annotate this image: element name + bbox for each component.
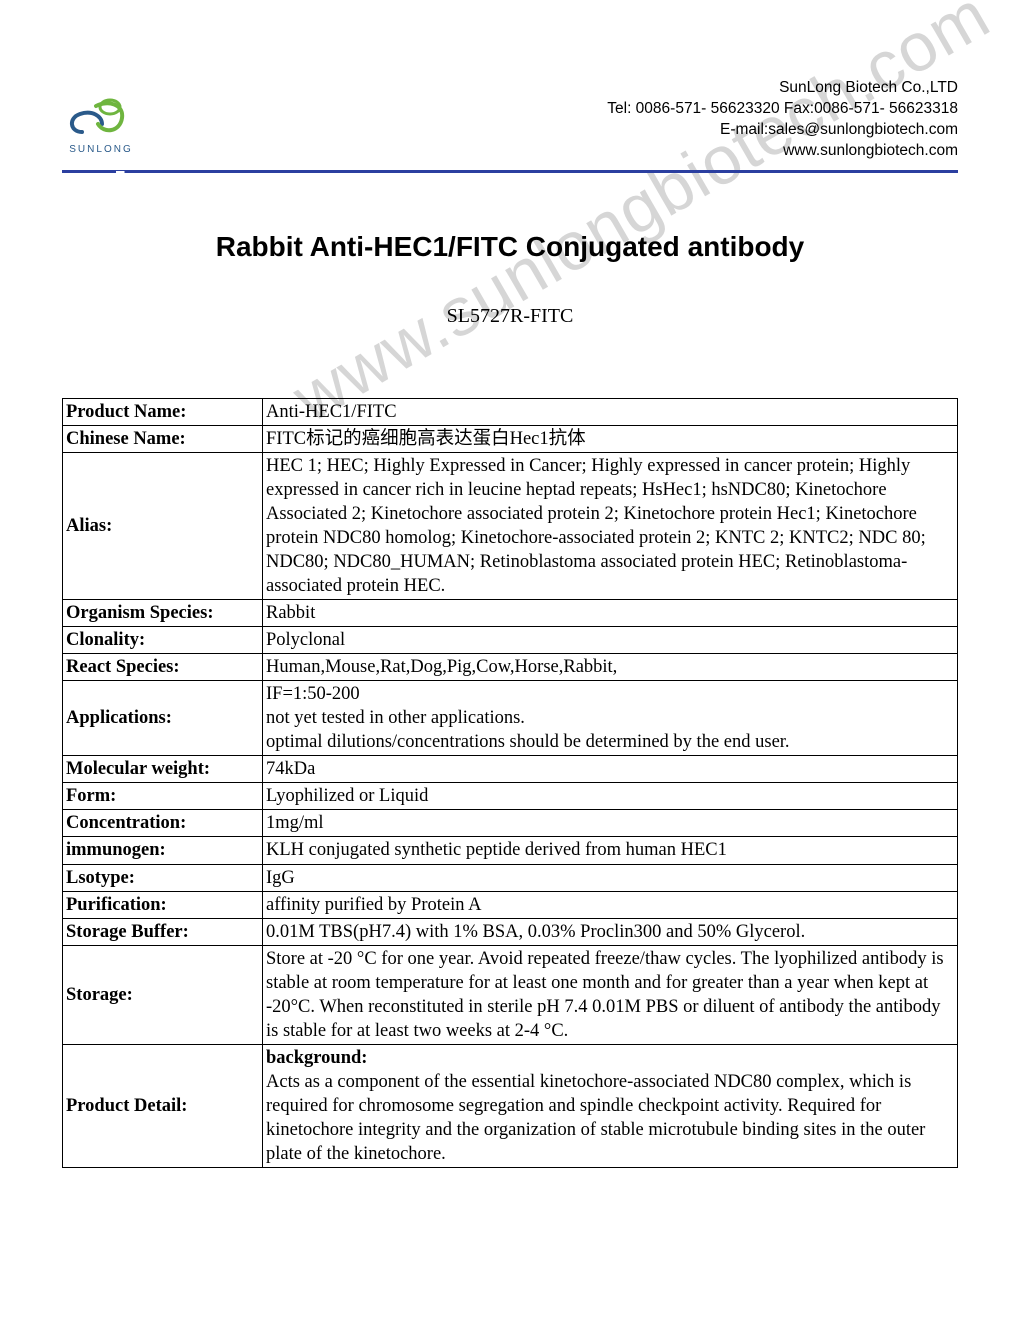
spec-label: Storage: — [63, 945, 263, 1044]
spec-value: background:Acts as a component of the es… — [263, 1044, 958, 1167]
table-row: immunogen:KLH conjugated synthetic pepti… — [63, 837, 958, 864]
header-divider — [62, 170, 958, 173]
table-row: Lsotype:IgG — [63, 864, 958, 891]
table-row: Product Detail:background:Acts as a comp… — [63, 1044, 958, 1167]
table-row: Product Name:Anti-HEC1/FITC — [63, 398, 958, 425]
page-title: Rabbit Anti-HEC1/FITC Conjugated antibod… — [62, 231, 958, 263]
spec-label: Chinese Name: — [63, 425, 263, 452]
spec-value: Store at -20 °C for one year. Avoid repe… — [263, 945, 958, 1044]
spec-label: Storage Buffer: — [63, 918, 263, 945]
spec-value: Anti-HEC1/FITC — [263, 398, 958, 425]
sunlong-logo-icon — [62, 94, 140, 142]
spec-value: Lyophilized or Liquid — [263, 783, 958, 810]
company-web: www.sunlongbiotech.com — [607, 141, 958, 162]
spec-label: Lsotype: — [63, 864, 263, 891]
spec-value: FITC标记的癌细胞高表达蛋白Hec1抗体 — [263, 425, 958, 452]
page-header: SUNLONG SunLong Biotech Co.,LTD Tel: 008… — [62, 70, 958, 162]
spec-label: Molecular weight: — [63, 756, 263, 783]
table-row: Storage:Store at -20 °C for one year. Av… — [63, 945, 958, 1044]
spec-label: Clonality: — [63, 627, 263, 654]
company-email: E-mail:sales@sunlongbiotech.com — [607, 120, 958, 141]
spec-label: Form: — [63, 783, 263, 810]
spec-label: React Species: — [63, 654, 263, 681]
spec-value: 0.01M TBS(pH7.4) with 1% BSA, 0.03% Proc… — [263, 918, 958, 945]
spec-value: IgG — [263, 864, 958, 891]
logo-label: SUNLONG — [69, 144, 132, 155]
spec-value: HEC 1; HEC; Highly Expressed in Cancer; … — [263, 452, 958, 599]
table-row: Purification:affinity purified by Protei… — [63, 891, 958, 918]
spec-label: Purification: — [63, 891, 263, 918]
company-tel: Tel: 0086-571- 56623320 Fax:0086-571- 56… — [607, 99, 958, 120]
company-logo: SUNLONG — [62, 94, 140, 155]
spec-label: Concentration: — [63, 810, 263, 837]
spec-value: 74kDa — [263, 756, 958, 783]
product-code: SL5727R-FITC — [62, 305, 958, 328]
spec-label: immunogen: — [63, 837, 263, 864]
table-row: Alias:HEC 1; HEC; Highly Expressed in Ca… — [63, 452, 958, 599]
table-row: Concentration:1mg/ml — [63, 810, 958, 837]
spec-value: affinity purified by Protein A — [263, 891, 958, 918]
spec-label: Alias: — [63, 452, 263, 599]
table-row: Clonality:Polyclonal — [63, 627, 958, 654]
spec-value: Rabbit — [263, 600, 958, 627]
table-row: Organism Species:Rabbit — [63, 600, 958, 627]
spec-value: 1mg/ml — [263, 810, 958, 837]
spec-value: Human,Mouse,Rat,Dog,Pig,Cow,Horse,Rabbit… — [263, 654, 958, 681]
table-row: Form:Lyophilized or Liquid — [63, 783, 958, 810]
spec-label: Applications: — [63, 681, 263, 756]
table-row: Applications:IF=1:50-200not yet tested i… — [63, 681, 958, 756]
spec-label: Product Name: — [63, 398, 263, 425]
table-row: Storage Buffer:0.01M TBS(pH7.4) with 1% … — [63, 918, 958, 945]
product-spec-table: Product Name:Anti-HEC1/FITCChinese Name:… — [62, 398, 958, 1168]
company-contact: SunLong Biotech Co.,LTD Tel: 0086-571- 5… — [607, 78, 958, 162]
spec-value: KLH conjugated synthetic peptide derived… — [263, 837, 958, 864]
spec-value: Polyclonal — [263, 627, 958, 654]
spec-value: IF=1:50-200not yet tested in other appli… — [263, 681, 958, 756]
company-name: SunLong Biotech Co.,LTD — [607, 78, 958, 99]
table-row: Chinese Name:FITC标记的癌细胞高表达蛋白Hec1抗体 — [63, 425, 958, 452]
table-row: React Species:Human,Mouse,Rat,Dog,Pig,Co… — [63, 654, 958, 681]
table-row: Molecular weight:74kDa — [63, 756, 958, 783]
spec-label: Product Detail: — [63, 1044, 263, 1167]
spec-label: Organism Species: — [63, 600, 263, 627]
